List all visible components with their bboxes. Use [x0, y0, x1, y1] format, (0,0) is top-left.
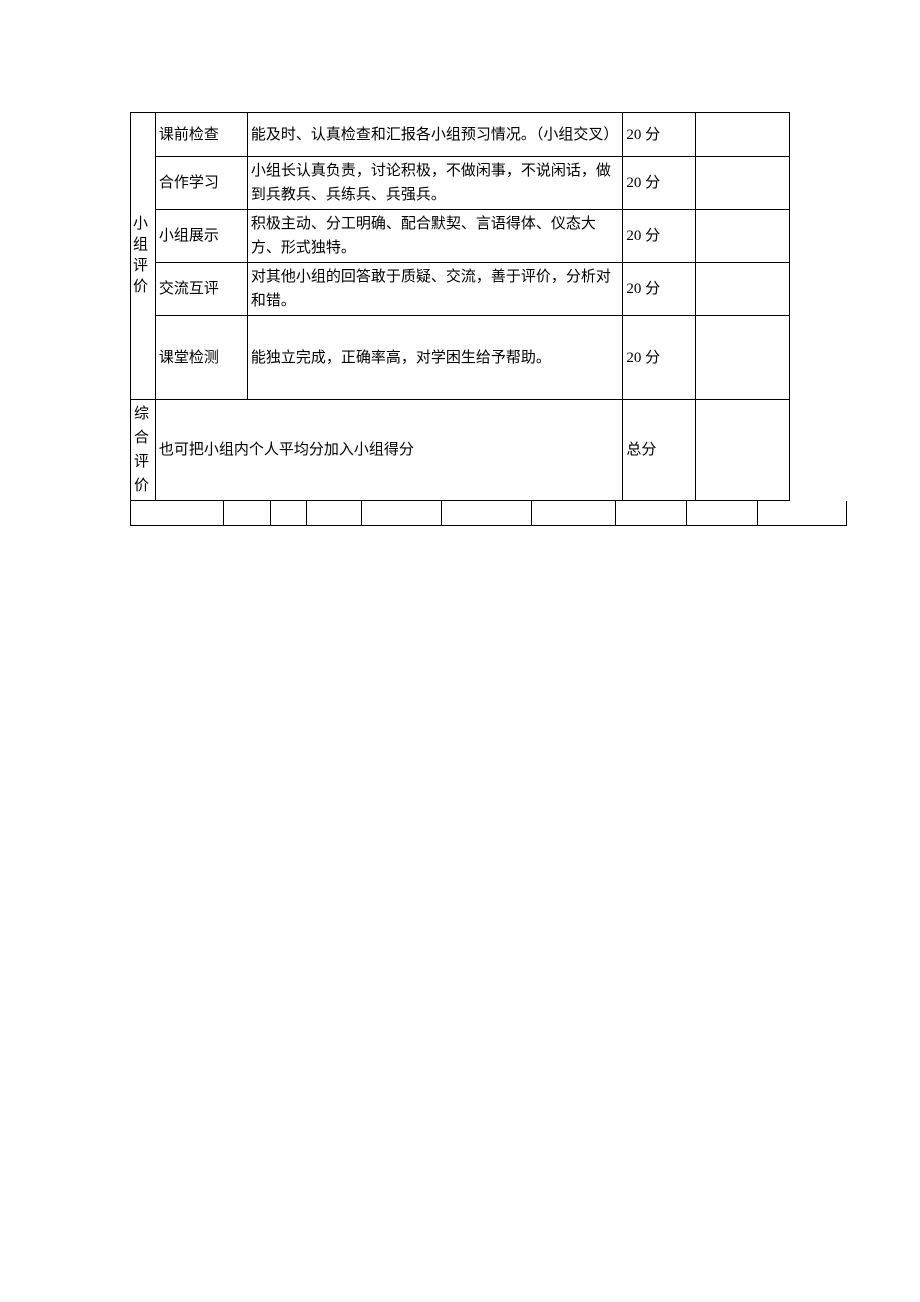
empty-columns-table [130, 501, 847, 526]
description-text: 小组长认真负责，讨论积极，不做闲事，不说闲话，做到兵教兵、兵练兵、兵强兵。 [251, 163, 611, 203]
group-eval-label: 小组评价 [133, 216, 148, 295]
empty-cell [758, 501, 847, 525]
table-row: 小组展示 积极主动、分工明确、配合默契、言语得体、仪态大方、形式独特。 20 分 [131, 210, 790, 263]
evaluation-table: 小组评价 课前检查 能及时、认真检查和汇报各小组预习情况。（小组交叉） 20 分… [130, 112, 790, 501]
description-text: 对其他小组的回答敢于质疑、交流，善于评价，分析对和错。 [251, 269, 611, 309]
description-cell: 对其他小组的回答敢于质疑、交流，善于评价，分析对和错。 [247, 263, 622, 316]
score-cell: 20 分 [623, 113, 696, 157]
item-text: 课堂检测 [159, 350, 219, 366]
blank-cell [695, 316, 789, 400]
score-text: 20 分 [626, 127, 660, 143]
score-text: 20 分 [626, 350, 660, 366]
description-cell: 能独立完成，正确率高，对学困生给予帮助。 [247, 316, 622, 400]
empty-cell [616, 501, 687, 525]
description-text: 能及时、认真检查和汇报各小组预习情况。（小组交叉） [251, 127, 619, 143]
blank-cell [695, 157, 789, 210]
group-eval-label-cell: 小组评价 [131, 113, 156, 400]
summary-description: 也可把小组内个人平均分加入小组得分 [159, 442, 414, 458]
summary-label: 综合评价 [134, 406, 149, 494]
score-text: 20 分 [626, 175, 660, 191]
empty-cell [442, 501, 532, 525]
empty-cell [532, 501, 616, 525]
table-row: 课堂检测 能独立完成，正确率高，对学困生给予帮助。 20 分 [131, 316, 790, 400]
item-text: 课前检查 [159, 127, 219, 143]
summary-row: 综合评价 也可把小组内个人平均分加入小组得分 总分 [131, 400, 790, 501]
item-cell: 交流互评 [155, 263, 247, 316]
description-cell: 积极主动、分工明确、配合默契、言语得体、仪态大方、形式独特。 [247, 210, 622, 263]
score-cell: 20 分 [623, 210, 696, 263]
table-row: 交流互评 对其他小组的回答敢于质疑、交流，善于评价，分析对和错。 20 分 [131, 263, 790, 316]
item-text: 交流互评 [159, 281, 219, 297]
item-cell: 小组展示 [155, 210, 247, 263]
empty-cell [131, 501, 224, 525]
description-cell: 能及时、认真检查和汇报各小组预习情况。（小组交叉） [247, 113, 622, 157]
empty-cell [224, 501, 271, 525]
item-text: 合作学习 [159, 175, 219, 191]
item-cell: 课堂检测 [155, 316, 247, 400]
score-cell: 20 分 [623, 157, 696, 210]
blank-cell [695, 263, 789, 316]
description-text: 能独立完成，正确率高，对学困生给予帮助。 [251, 350, 551, 366]
blank-cell [695, 210, 789, 263]
score-text: 20 分 [626, 228, 660, 244]
empty-cell [307, 501, 362, 525]
summary-score-label: 总分 [626, 442, 656, 458]
score-cell: 20 分 [623, 263, 696, 316]
empty-row [131, 501, 847, 525]
description-cell: 小组长认真负责，讨论积极，不做闲事，不说闲话，做到兵教兵、兵练兵、兵强兵。 [247, 157, 622, 210]
summary-score-label-cell: 总分 [623, 400, 696, 501]
item-text: 小组展示 [159, 228, 219, 244]
page-container: 小组评价 课前检查 能及时、认真检查和汇报各小组预习情况。（小组交叉） 20 分… [0, 0, 920, 526]
item-cell: 合作学习 [155, 157, 247, 210]
table-row: 合作学习 小组长认真负责，讨论积极，不做闲事，不说闲话，做到兵教兵、兵练兵、兵强… [131, 157, 790, 210]
summary-label-cell: 综合评价 [131, 400, 156, 501]
description-text: 积极主动、分工明确、配合默契、言语得体、仪态大方、形式独特。 [251, 216, 596, 256]
score-text: 20 分 [626, 281, 660, 297]
score-cell: 20 分 [623, 316, 696, 400]
summary-description-cell: 也可把小组内个人平均分加入小组得分 [155, 400, 622, 501]
table-row: 小组评价 课前检查 能及时、认真检查和汇报各小组预习情况。（小组交叉） 20 分 [131, 113, 790, 157]
empty-cell [687, 501, 758, 525]
summary-blank-cell [695, 400, 789, 501]
item-cell: 课前检查 [155, 113, 247, 157]
blank-cell [695, 113, 789, 157]
empty-cell [362, 501, 442, 525]
empty-cell [271, 501, 307, 525]
